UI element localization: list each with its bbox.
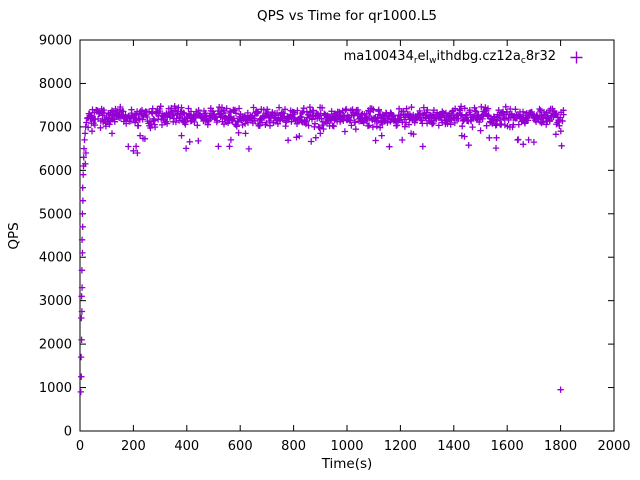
- y-tick-label: 9000: [39, 34, 72, 49]
- legend-label: ma100434relwithdbg.cz12ac8r32: [344, 49, 556, 66]
- y-tick-label: 0: [64, 425, 72, 440]
- plot-border: [79, 39, 615, 432]
- x-tick-label: 1200: [384, 439, 417, 454]
- legend-label-part: 8r32: [525, 49, 556, 64]
- legend-label-part: el: [417, 49, 430, 64]
- x-axis-label: Time(s): [321, 456, 373, 472]
- x-tick-label: 200: [121, 439, 146, 454]
- x-tick-label: 800: [281, 439, 306, 454]
- x-tick-label: 600: [228, 439, 253, 454]
- y-tick-label: 1000: [39, 381, 72, 396]
- x-tick-label: 0: [76, 439, 84, 454]
- legend-label-part: ithdbg.cz12a: [436, 49, 521, 64]
- y-tick-label: 7000: [39, 120, 72, 135]
- legend-label-part: ma100434: [343, 49, 414, 64]
- chart-title: QPS vs Time for qr1000.L5: [256, 8, 437, 24]
- legend-marker-plus: [570, 51, 583, 64]
- y-axis-label: QPS: [6, 222, 22, 250]
- x-tick-label: 2000: [597, 439, 630, 454]
- legend-marker-icon: [570, 51, 583, 64]
- x-tick-label: 1000: [330, 439, 363, 454]
- y-tick-label: 6000: [39, 164, 72, 179]
- x-tick-label: 1400: [437, 439, 470, 454]
- data-points: [77, 103, 567, 396]
- legend: ma100434relwithdbg.cz12ac8r32: [344, 49, 584, 66]
- y-tick-label: 2000: [39, 338, 72, 353]
- legend-label-subscript: r: [413, 56, 418, 66]
- legend-label-subscript: c: [520, 56, 526, 66]
- y-tick-label: 4000: [39, 251, 72, 266]
- x-tick-label: 400: [174, 439, 199, 454]
- y-tick-label: 5000: [39, 207, 72, 222]
- x-tick-label: 1800: [544, 439, 577, 454]
- y-tick-label: 3000: [39, 294, 72, 309]
- legend-label-subscript: w: [429, 56, 437, 66]
- y-tick-label: 8000: [39, 77, 72, 92]
- x-tick-label: 1600: [491, 439, 524, 454]
